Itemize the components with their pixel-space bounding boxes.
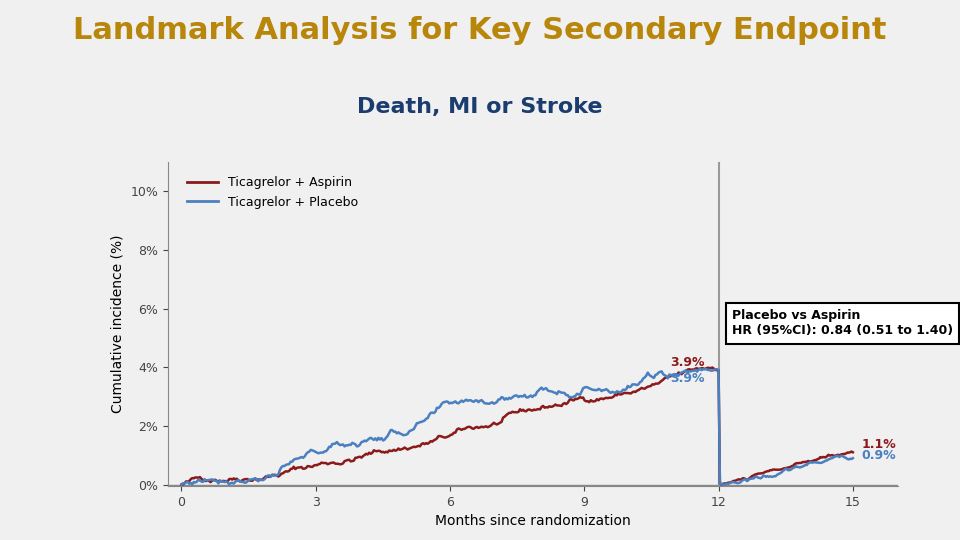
Text: Death, MI or Stroke: Death, MI or Stroke [357,97,603,117]
Text: 3.9%: 3.9% [671,373,706,386]
Legend: Ticagrelor + Aspirin, Ticagrelor + Placebo: Ticagrelor + Aspirin, Ticagrelor + Place… [181,172,363,214]
Text: 3.9%: 3.9% [671,356,706,369]
Text: Placebo vs Aspirin
HR (95%CI): 0.84 (0.51 to 1.40): Placebo vs Aspirin HR (95%CI): 0.84 (0.5… [732,309,953,338]
Y-axis label: Cumulative incidence (%): Cumulative incidence (%) [110,235,125,413]
Text: 0.9%: 0.9% [862,449,897,462]
X-axis label: Months since randomization: Months since randomization [435,514,631,528]
Text: 1.1%: 1.1% [862,438,897,451]
Text: Landmark Analysis for Key Secondary Endpoint: Landmark Analysis for Key Secondary Endp… [73,16,887,45]
